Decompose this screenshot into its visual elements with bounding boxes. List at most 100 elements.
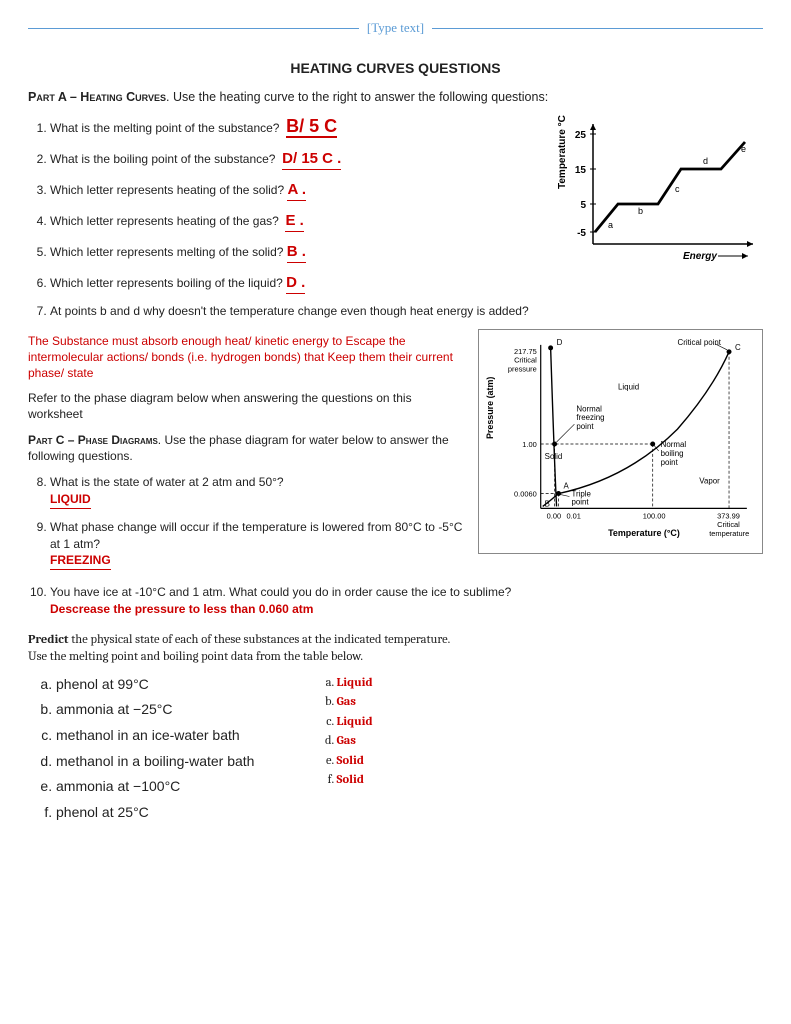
svg-text:15: 15	[575, 165, 587, 176]
svg-text:373.99: 373.99	[717, 511, 740, 520]
q1-answer: B/ 5 C	[286, 116, 337, 138]
substance-a: phenol at 99°C	[56, 675, 254, 695]
svg-text:a: a	[608, 220, 613, 230]
predict-intro2: the physical state of each of these subs…	[68, 633, 450, 647]
ans-b-state: Gas	[336, 695, 355, 709]
predict-columns: phenol at 99°C ammonia at −25°C methanol…	[28, 675, 763, 829]
question-1: What is the melting point of the substan…	[50, 114, 541, 139]
predict-section: Predict the physical state of each of th…	[28, 632, 763, 829]
q3-text: Which letter represents heating of the s…	[50, 183, 284, 197]
svg-text:boiling: boiling	[661, 449, 684, 458]
q4-text: Which letter represents heating of the g…	[50, 214, 279, 228]
svg-text:-5: -5	[577, 228, 586, 239]
svg-text:25: 25	[575, 130, 587, 141]
svg-text:freezing: freezing	[576, 413, 604, 422]
question-5: Which letter represents melting of the s…	[50, 241, 541, 263]
question-6: Which letter represents boiling of the l…	[50, 272, 541, 294]
ans-e-state: Solid	[336, 754, 364, 768]
heating-curve-svg: -5 5 15 25 a b c d e Temperature °C Ener…	[553, 114, 763, 264]
substance-e: ammonia at −100°C	[56, 777, 254, 797]
svg-text:0.01: 0.01	[566, 511, 580, 520]
q5-answer: B .	[287, 241, 306, 263]
ans-a-state: Liquid	[336, 676, 372, 690]
svg-text:Liquid: Liquid	[618, 382, 639, 391]
q10-text: You have ice at -10°C and 1 atm. What co…	[50, 585, 511, 599]
svg-text:C: C	[735, 343, 741, 352]
answer-f: Solid	[336, 772, 372, 790]
svg-text:point: point	[571, 497, 589, 506]
q2-answer: D/ 15 C .	[282, 148, 341, 170]
q2-text: What is the boiling point of the substan…	[50, 152, 275, 166]
svg-text:0.00: 0.00	[547, 511, 561, 520]
svg-text:D: D	[557, 338, 563, 347]
answers-list: Liquid Gas Liquid Gas Solid Solid	[314, 675, 372, 829]
header-rule-right	[432, 28, 763, 29]
q5-text: Which letter represents melting of the s…	[50, 245, 283, 259]
q7-explain: The Substance must absorb enough heat/ k…	[28, 333, 466, 382]
q8-answer: LIQUID	[50, 491, 91, 509]
phase-diagram-chart: D C Critical point Liquid Solid Vapor No…	[478, 329, 763, 554]
question-3: Which letter represents heating of the s…	[50, 179, 541, 201]
part-c-questions: What is the state of water at 2 atm and …	[28, 474, 466, 570]
svg-text:5: 5	[580, 200, 586, 211]
q10-list: You have ice at -10°C and 1 atm. What co…	[28, 584, 763, 618]
substances-list: phenol at 99°C ammonia at −25°C methanol…	[28, 675, 254, 829]
part-a-left: What is the melting point of the substan…	[28, 114, 541, 329]
heating-curve-chart: -5 5 15 25 a b c d e Temperature °C Ener…	[553, 114, 763, 264]
q10-answer: Descrease the pressure to less than 0.06…	[50, 602, 313, 616]
svg-text:217.75: 217.75	[514, 347, 537, 356]
part-a-intro: Part A – Heating Curves. Use the heating…	[28, 90, 763, 104]
part-c-intro: Part C – Phase Diagrams. Use the phase d…	[28, 432, 466, 464]
substance-f: phenol at 25°C	[56, 803, 254, 823]
q7-text: At points b and d why doesn't the temper…	[50, 304, 529, 318]
svg-text:Pressure (atm): Pressure (atm)	[485, 377, 495, 439]
substance-d: methanol in a boiling-water bath	[56, 752, 254, 772]
svg-text:c: c	[675, 184, 680, 194]
svg-text:B: B	[545, 499, 550, 508]
answer-d: Gas	[336, 733, 372, 751]
q4-answer: E .	[285, 210, 303, 232]
part-a-questions: What is the melting point of the substan…	[28, 114, 541, 320]
svg-text:Critical: Critical	[717, 520, 740, 529]
svg-text:b: b	[638, 206, 643, 216]
page-header: [Type text]	[28, 20, 763, 36]
q8-text: What is the state of water at 2 atm and …	[50, 475, 284, 489]
svg-text:pressure: pressure	[508, 365, 537, 374]
answer-e: Solid	[336, 753, 372, 771]
answer-c: Liquid	[336, 714, 372, 732]
svg-text:0.0060: 0.0060	[514, 489, 537, 498]
svg-text:Normal: Normal	[576, 404, 602, 413]
svg-text:Temperature (°C): Temperature (°C)	[608, 528, 680, 538]
question-7: At points b and d why doesn't the temper…	[50, 303, 541, 320]
substance-c: methanol in an ice-water bath	[56, 726, 254, 746]
svg-text:Energy: Energy	[683, 251, 717, 262]
svg-text:point: point	[661, 458, 679, 467]
svg-text:100.00: 100.00	[643, 511, 666, 520]
part-a-row: What is the melting point of the substan…	[28, 114, 763, 329]
question-2: What is the boiling point of the substan…	[50, 148, 541, 170]
ans-f-state: Solid	[336, 773, 364, 787]
part-a-intro-text: . Use the heating curve to the right to …	[166, 90, 548, 104]
answer-b: Gas	[336, 694, 372, 712]
question-8: What is the state of water at 2 atm and …	[50, 474, 466, 509]
svg-text:e: e	[741, 144, 746, 154]
question-9: What phase change will occur if the temp…	[50, 519, 466, 570]
part-c-row: The Substance must absorb enough heat/ k…	[28, 329, 763, 580]
q9-answer: FREEZING	[50, 552, 111, 570]
phase-refer-text: Refer to the phase diagram below when an…	[28, 390, 466, 422]
svg-text:Temperature °C: Temperature °C	[557, 115, 568, 189]
question-4: Which letter represents heating of the g…	[50, 210, 541, 232]
svg-text:A: A	[564, 482, 570, 491]
part-c-label: Part C – Phase Diagrams	[28, 433, 158, 447]
svg-text:point: point	[576, 422, 594, 431]
predict-intro: Predict the physical state of each of th…	[28, 632, 763, 667]
header-rule-left	[28, 28, 359, 29]
q6-answer: D .	[286, 272, 305, 294]
phase-diagram-svg: D C Critical point Liquid Solid Vapor No…	[479, 330, 762, 553]
svg-text:Solid: Solid	[545, 452, 563, 461]
svg-text:d: d	[703, 156, 708, 166]
svg-text:Critical point: Critical point	[677, 338, 721, 347]
substance-b: ammonia at −25°C	[56, 700, 254, 720]
q3-answer: A .	[287, 179, 306, 201]
svg-text:1.00: 1.00	[522, 440, 536, 449]
